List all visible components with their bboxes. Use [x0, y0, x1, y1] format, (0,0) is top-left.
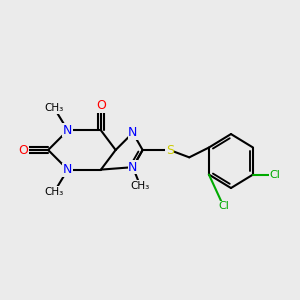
Text: O: O	[19, 143, 28, 157]
Text: Cl: Cl	[270, 169, 280, 179]
Text: CH₃: CH₃	[45, 187, 64, 197]
Text: CH₃: CH₃	[130, 181, 150, 190]
Text: N: N	[63, 124, 73, 137]
Text: Cl: Cl	[218, 201, 229, 212]
Text: N: N	[128, 126, 137, 139]
Text: N: N	[128, 161, 137, 174]
Text: CH₃: CH₃	[45, 103, 64, 113]
Text: O: O	[96, 99, 106, 112]
Text: N: N	[63, 163, 73, 176]
Text: S: S	[166, 143, 174, 157]
